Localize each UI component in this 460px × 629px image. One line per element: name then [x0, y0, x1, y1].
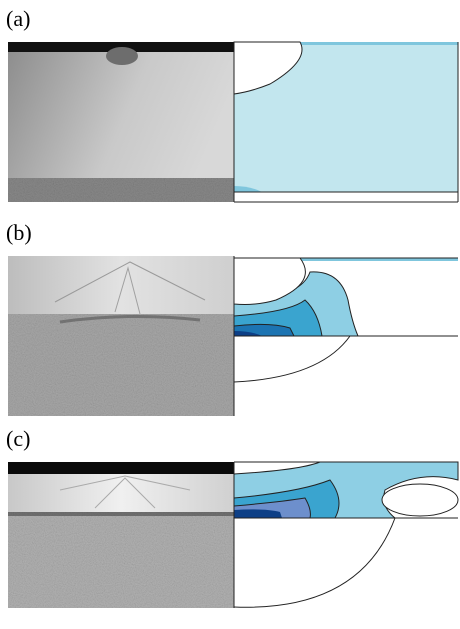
contour-b — [234, 256, 458, 416]
panel-label: (b) — [6, 220, 32, 245]
contour-a — [234, 42, 458, 202]
panel-label: (c) — [6, 426, 30, 451]
contour-c — [234, 462, 458, 608]
figure: (a) (b) (c) — [0, 0, 460, 629]
photo-b — [8, 256, 234, 416]
panel-label: (a) — [6, 6, 30, 31]
photo-c — [8, 462, 234, 608]
photo-a — [8, 42, 234, 202]
